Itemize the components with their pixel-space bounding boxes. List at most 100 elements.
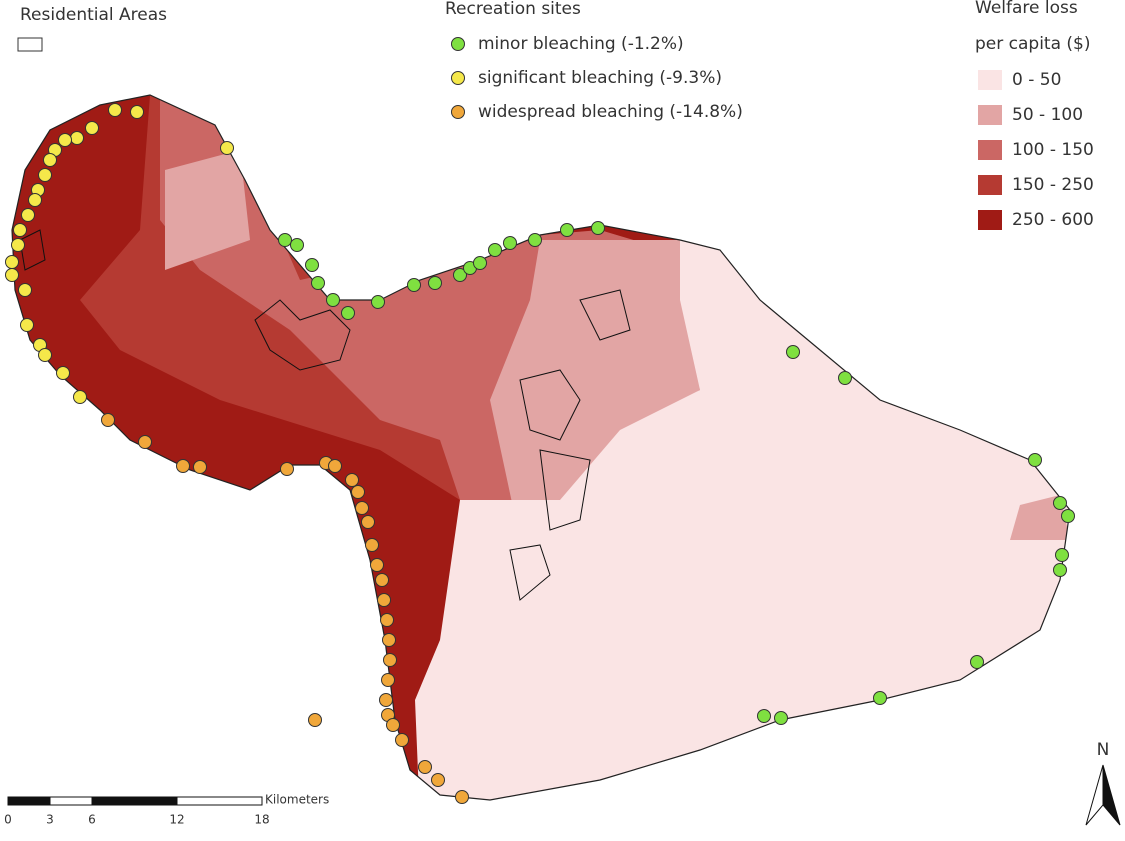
site-dot — [43, 153, 57, 167]
site-dot — [138, 435, 152, 449]
site-dot — [176, 459, 190, 473]
legend-swatch — [978, 105, 1002, 125]
site-dot — [38, 168, 52, 182]
legend-title: Welfare loss — [975, 0, 1078, 18]
site-dot — [528, 233, 542, 247]
site-dot — [21, 208, 35, 222]
site-dot — [395, 733, 409, 747]
residential-area — [519, 369, 581, 441]
site-dot — [370, 558, 384, 572]
legend-title: Recreation sites — [445, 0, 581, 19]
site-dot — [28, 193, 42, 207]
legend-label: significant bleaching (-9.3%) — [478, 68, 722, 88]
legend-dot — [451, 71, 465, 85]
north-label: N — [1097, 740, 1110, 760]
legend-label: 100 - 150 — [1012, 140, 1094, 160]
site-dot — [361, 515, 375, 529]
residential-area — [539, 449, 591, 531]
legend-swatch — [978, 210, 1002, 230]
site-dot — [341, 306, 355, 320]
legend-label: minor bleaching (-1.2%) — [478, 34, 684, 54]
site-dot — [1053, 496, 1067, 510]
scale-label: 12 — [169, 813, 184, 827]
legend-swatch — [17, 37, 43, 52]
site-dot — [379, 693, 393, 707]
site-dot — [278, 233, 292, 247]
site-dot — [308, 713, 322, 727]
scale-unit: Kilometers — [265, 793, 329, 807]
site-dot — [774, 711, 788, 725]
site-dot — [560, 223, 574, 237]
recreation-sites — [5, 103, 1075, 804]
site-dot — [56, 366, 70, 380]
site-dot — [786, 345, 800, 359]
welfare-regions — [12, 95, 1070, 800]
site-dot — [386, 718, 400, 732]
site-dot — [311, 276, 325, 290]
site-dot — [328, 459, 342, 473]
site-dot — [380, 613, 394, 627]
site-dot — [375, 573, 389, 587]
site-dot — [20, 318, 34, 332]
scale-segment — [176, 796, 263, 806]
site-dot — [280, 462, 294, 476]
site-dot — [431, 773, 445, 787]
north-arrow — [1102, 764, 1121, 826]
site-dot — [38, 348, 52, 362]
site-dot — [382, 633, 396, 647]
site-dot — [1028, 453, 1042, 467]
site-dot — [873, 691, 887, 705]
residential-areas — [19, 229, 631, 601]
site-dot — [473, 256, 487, 270]
site-dot — [453, 268, 467, 282]
site-dot — [18, 283, 32, 297]
site-dot — [345, 473, 359, 487]
site-dot — [101, 413, 115, 427]
site-dot — [418, 760, 432, 774]
site-dot — [428, 276, 442, 290]
region — [165, 150, 250, 270]
site-dot — [85, 121, 99, 135]
legend-label: 0 - 50 — [1012, 70, 1061, 90]
scale-segment — [7, 796, 51, 806]
residential-area — [509, 544, 551, 601]
legend-swatch — [978, 175, 1002, 195]
legend-dot — [451, 37, 465, 51]
scale-label: 6 — [88, 813, 96, 827]
residential-area — [19, 229, 46, 271]
site-dot — [371, 295, 385, 309]
north-arrow — [1085, 764, 1104, 826]
legend-title: per capita ($) — [975, 34, 1091, 54]
legend-label: 50 - 100 — [1012, 105, 1083, 125]
site-dot — [5, 255, 19, 269]
residential-area — [579, 289, 631, 341]
scale-label: 3 — [46, 813, 54, 827]
site-dot — [407, 278, 421, 292]
legend-title: Residential Areas — [20, 5, 167, 25]
site-dot — [455, 790, 469, 804]
legend-swatch — [978, 70, 1002, 90]
site-dot — [58, 133, 72, 147]
scale-label: 18 — [254, 813, 269, 827]
site-dot — [73, 390, 87, 404]
site-dot — [193, 460, 207, 474]
site-dot — [108, 103, 122, 117]
scale-bar: Kilometers 0 3 6 12 18 — [4, 793, 329, 827]
legend-dot — [451, 105, 465, 119]
site-dot — [383, 653, 397, 667]
site-dot — [1053, 563, 1067, 577]
site-dot — [326, 293, 340, 307]
scale-segment — [91, 796, 178, 806]
site-dot — [220, 141, 234, 155]
site-dot — [488, 243, 502, 257]
site-dot — [970, 655, 984, 669]
site-dot — [838, 371, 852, 385]
site-dot — [130, 105, 144, 119]
legend: 0 - 50 50 - 100 100 - 150 150 - 250 250 - 60… — [451, 34, 1094, 230]
site-dot — [13, 223, 27, 237]
site-dot — [503, 236, 517, 250]
scale-segment — [49, 796, 93, 806]
region — [490, 240, 700, 580]
site-dot — [365, 538, 379, 552]
